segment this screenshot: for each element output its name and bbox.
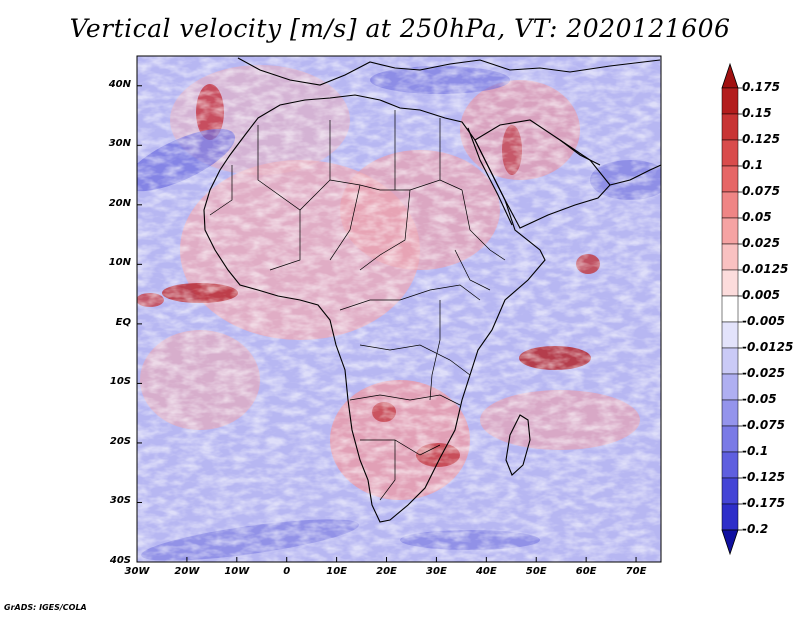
colorbar-swatch [721, 269, 739, 297]
lon-tick-label: 10E [326, 566, 347, 577]
arabia-outline [474, 119, 611, 229]
colorbar-level-label: -0.1 [742, 444, 769, 458]
colorbar-swatch [721, 321, 739, 349]
persian-gulf [559, 139, 601, 166]
lon-tick-label: 50E [525, 566, 547, 577]
lat-tick-label: 10N [108, 257, 131, 269]
lon-tick-label: 30E [426, 566, 447, 577]
colorbar-top-arrow [721, 62, 739, 89]
country-borders [209, 110, 506, 501]
velocity-field [137, 56, 661, 562]
colorbar-swatch [721, 217, 739, 245]
colorbar-swatch [721, 399, 739, 427]
colorbar-swatch [721, 165, 739, 193]
lat-tick-label: 20S [109, 435, 131, 447]
lat-tick-label: 30S [109, 495, 131, 507]
colorbar-level-label: 0.025 [742, 236, 780, 250]
lon-tick-label: 40E [475, 566, 497, 577]
colorbar-level-label: -0.075 [742, 418, 785, 432]
colorbar-swatch [721, 477, 739, 505]
lat-tick-label: EQ [115, 316, 131, 328]
lon-tick-label: 30W [124, 566, 150, 577]
border-line [360, 439, 441, 501]
colorbar-level-label: 0.075 [742, 184, 780, 198]
south-asia-coast [609, 164, 661, 186]
axis-ticks [136, 85, 637, 563]
colorbar-level-label: 0.05 [742, 210, 772, 224]
colorbar-bottom-arrow [721, 529, 739, 556]
colorbar-level-label: 0.125 [742, 132, 780, 146]
lat-tick-label: 20N [108, 197, 131, 209]
field-texture [137, 56, 661, 562]
colorbar-level-label: -0.0125 [742, 340, 794, 354]
colorbar-level-label: -0.125 [742, 470, 785, 484]
colorbar-swatch [721, 451, 739, 479]
lat-tick-label: 10S [109, 376, 131, 388]
colorbar-swatch [721, 243, 739, 271]
lon-tick-label: 20W [174, 566, 200, 577]
colorbar-level-label: -0.05 [742, 392, 777, 406]
colorbar-level-label: 0.15 [742, 106, 772, 120]
border-line [339, 284, 481, 311]
colorbar-level-label: 0.0125 [742, 262, 789, 276]
border-line [329, 110, 441, 190]
colorbar-swatch [721, 113, 739, 141]
colorbar-swatch [721, 425, 739, 453]
colorbar-swatch [721, 191, 739, 219]
colorbar-swatch [721, 139, 739, 167]
colorbar-swatch [721, 347, 739, 375]
colorbar-swatch [721, 373, 739, 401]
colorbar-level-label: 0.1 [742, 158, 764, 172]
lat-tick-label: 40N [108, 78, 131, 90]
lat-tick-label: 40S [109, 555, 131, 566]
border-line [429, 300, 441, 401]
map-title: Vertical velocity [m/s] at 250hPa, VT: 2… [69, 14, 731, 43]
lon-tick-label: 10W [224, 566, 250, 577]
border-line [209, 165, 301, 271]
border-line [359, 344, 471, 376]
colorbar-swatch [721, 503, 739, 531]
colorbar-swatch [721, 87, 739, 115]
madagascar-outline [505, 414, 531, 476]
europe-coast [237, 57, 661, 86]
red-sea [467, 127, 513, 226]
plot-frame [136, 55, 662, 563]
colorbar-level-label: -0.025 [742, 366, 785, 380]
colorbar-level-label: -0.2 [742, 522, 769, 536]
africa-coastline [203, 94, 546, 523]
colorbar [721, 62, 742, 556]
lat-tick-label: 30N [108, 138, 131, 150]
coastlines [203, 57, 661, 523]
lon-tick-label: 0 [283, 566, 291, 577]
colorbar-level-label: -0.005 [742, 314, 785, 328]
lon-tick-label: 20E [376, 566, 397, 577]
lon-tick-label: 60E [575, 566, 597, 577]
colorbar-swatch [721, 295, 739, 323]
lon-tick-label: 70E [625, 566, 647, 577]
colorbar-level-label: 0.175 [742, 80, 780, 94]
colorbar-level-label: -0.175 [742, 496, 785, 510]
footer-credit: GrADS: IGES/COLA [4, 603, 87, 612]
border-line [349, 394, 461, 406]
colorbar-level-label: 0.005 [742, 288, 780, 302]
border-line [329, 184, 411, 271]
border-line [454, 189, 506, 291]
